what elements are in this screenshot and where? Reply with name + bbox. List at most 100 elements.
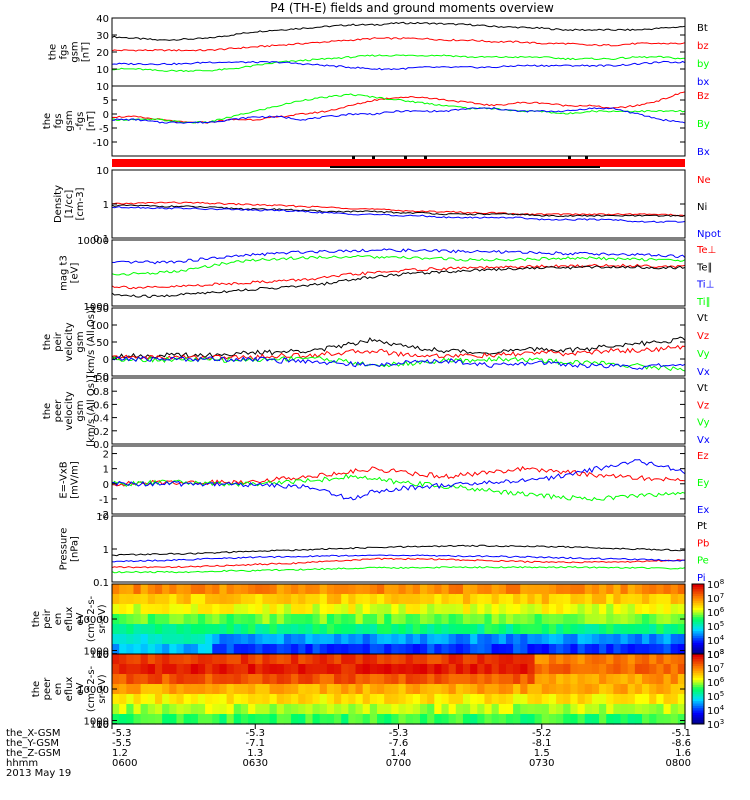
heatmap-cell [176, 654, 185, 665]
heatmap-cell [670, 594, 679, 605]
heatmap-cell [584, 644, 593, 655]
heatmap-cell [377, 594, 385, 605]
heatmap-cell [298, 624, 306, 635]
colorbar-tick-label: 104 [707, 704, 725, 717]
heatmap-cell [384, 604, 392, 615]
heatmap-cell [606, 714, 614, 725]
heatmap-cell [369, 624, 378, 635]
heatmap-cell [513, 694, 521, 705]
heatmap-cell [484, 584, 493, 595]
y-axis-label: peir [42, 608, 53, 628]
heatmap-cell [405, 704, 414, 715]
heatmap-cell [276, 664, 285, 675]
legend-entry: Bz [697, 91, 709, 102]
series-line-Ti⊥ [111, 248, 686, 265]
heatmap-cell [384, 594, 392, 605]
heatmap-cell [441, 594, 450, 605]
y-tick-label: 100 [90, 720, 109, 731]
heatmap-cell [520, 694, 529, 705]
heatmap-cell [548, 664, 557, 675]
heatmap-cell [348, 654, 357, 665]
heatmap-cell [649, 704, 657, 715]
heatmap-cell [527, 614, 536, 625]
heatmap-cell [269, 614, 278, 625]
heatmap-cell [269, 694, 278, 705]
y-tick-label: 10 [96, 82, 109, 93]
heatmap-cell [262, 614, 271, 625]
heatmap-cell [334, 714, 342, 725]
heatmap-cell [642, 594, 650, 605]
heatmap-cell [147, 584, 156, 595]
heatmap-cell [513, 704, 521, 715]
colorbar-step [692, 705, 704, 709]
heatmap-cell [233, 664, 242, 675]
heatmap-cell [663, 704, 672, 715]
heatmap-cell [126, 664, 135, 675]
heatmap-cell [513, 594, 521, 605]
heatmap-cell [534, 704, 543, 715]
heatmap-cell [584, 584, 593, 595]
heatmap-cell [541, 694, 550, 705]
heatmap-cell [455, 634, 464, 645]
heatmap-cell [248, 614, 256, 625]
heatmap-cell [190, 704, 199, 715]
y-tick-label: -10 [93, 138, 109, 149]
heatmap-cell [312, 694, 321, 705]
heatmap-cell [391, 594, 400, 605]
colorbar-step [692, 696, 704, 699]
heatmap-cell [412, 634, 421, 645]
series-line-Pe [111, 566, 686, 574]
heatmap-cell [484, 694, 493, 705]
heatmap-cell [341, 714, 349, 725]
x-tick-label: -7.1 [245, 738, 265, 749]
heatmap-cell [477, 624, 486, 635]
colorbar-step [692, 665, 704, 669]
heatmap-cell [649, 614, 657, 625]
heatmap-cell [112, 624, 120, 635]
heatmap-cell [391, 674, 400, 685]
heatmap-cell [563, 604, 571, 615]
heatmap-cell [205, 704, 213, 715]
heatmap-cell [326, 704, 335, 715]
heatmap-cell [341, 604, 349, 615]
x-row-label: hhmm [6, 758, 38, 769]
heatmap-cell [484, 594, 493, 605]
heatmap-cell [419, 704, 428, 715]
heatmap-cell [305, 654, 314, 665]
heatmap-cell [377, 624, 385, 635]
y-axis-label: peer [53, 399, 64, 423]
heatmap-cell [162, 684, 170, 695]
heatmap-cell [527, 704, 536, 715]
colorbar-step [692, 679, 704, 683]
heatmap-cell [362, 634, 371, 645]
heatmap-cell [291, 624, 299, 635]
heatmap-cell [670, 624, 679, 635]
heatmap-cell [570, 604, 579, 615]
heatmap-cell [627, 704, 636, 715]
heatmap-cell [520, 654, 529, 665]
colorbar-step [692, 609, 704, 613]
heatmap-cell [513, 584, 521, 595]
heatmap-cell [620, 684, 629, 695]
heatmap-cell [233, 594, 242, 605]
heatmap-cell [312, 674, 321, 685]
heatmap-cell [627, 584, 636, 595]
legend-entry: By [697, 119, 710, 130]
heatmap-cell [162, 674, 170, 685]
heatmap-cell [369, 664, 378, 675]
heatmap-cell [484, 684, 493, 695]
heatmap-cell [484, 654, 493, 665]
heatmap-cell [169, 684, 178, 695]
y-axis-label: gsm [75, 331, 86, 352]
heatmap-cell [319, 614, 328, 625]
y-axis-label: -fgs [75, 112, 86, 131]
heatmap-cell [355, 654, 364, 665]
colorbar-frame [691, 653, 705, 725]
heatmap-cell [126, 594, 135, 605]
legend-entry: Vy [697, 349, 710, 360]
heatmap-cell [634, 684, 643, 695]
series-line-Ex [111, 459, 686, 501]
legend-entry: Ti∥ [696, 297, 711, 308]
heatmap-cell [548, 614, 557, 625]
